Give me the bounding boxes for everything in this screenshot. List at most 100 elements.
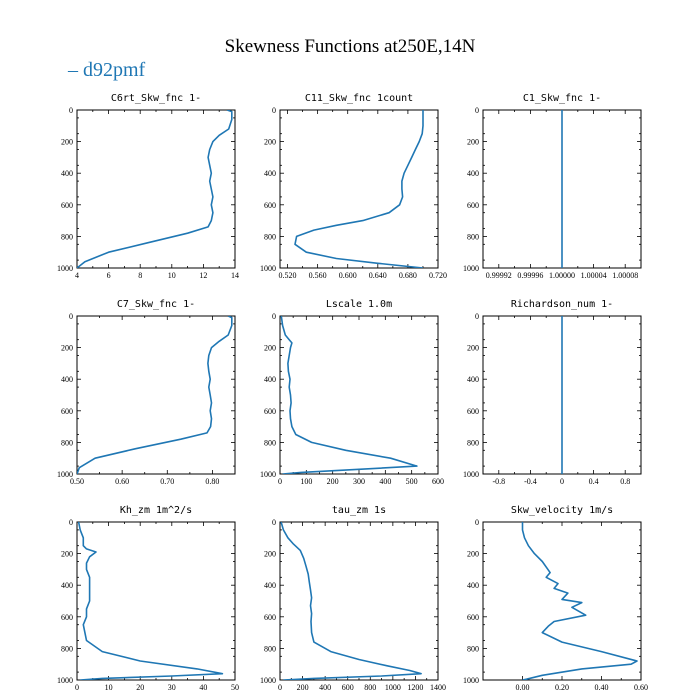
y-tick-label: 1000	[57, 676, 73, 685]
x-tick-label: 0.70	[160, 477, 174, 486]
y-tick-label: 800	[264, 438, 276, 447]
y-tick-label: 800	[467, 438, 479, 447]
x-tick-label: 40	[199, 683, 207, 692]
x-tick-label: 0	[278, 683, 282, 692]
y-tick-label: 0	[69, 312, 73, 321]
y-tick-label: 400	[467, 375, 479, 384]
y-tick-label: 0	[475, 518, 479, 527]
x-tick-label: 200	[327, 477, 339, 486]
y-tick-label: 800	[61, 438, 73, 447]
y-tick-label: 0	[69, 106, 73, 115]
y-tick-label: 200	[61, 138, 73, 147]
y-tick-label: 600	[264, 407, 276, 416]
x-tick-label: 4	[75, 271, 79, 280]
y-tick-label: 600	[264, 201, 276, 210]
x-tick-label: 800	[364, 683, 376, 692]
x-tick-label: 1400	[430, 683, 446, 692]
panel-title: C11_Skw_fnc 1count	[305, 93, 413, 104]
y-tick-label: 1000	[57, 264, 73, 273]
x-tick-label: 10	[105, 683, 113, 692]
panel-title: Skw_velocity 1m/s	[511, 505, 613, 516]
y-tick-label: 400	[264, 169, 276, 178]
x-tick-label: 0.720	[429, 271, 447, 280]
y-tick-label: 200	[467, 138, 479, 147]
y-tick-label: 200	[61, 344, 73, 353]
y-tick-label: 200	[264, 550, 276, 559]
x-tick-label: 600	[342, 683, 354, 692]
y-tick-label: 400	[467, 581, 479, 590]
x-tick-label: 0.600	[339, 271, 357, 280]
legend: – d92pmf	[67, 59, 146, 81]
plot-area-frame	[76, 521, 236, 681]
x-tick-label: 1.00008	[612, 271, 638, 280]
y-tick-label: 0	[272, 106, 276, 115]
y-tick-label: 0	[475, 312, 479, 321]
y-tick-label: 1000	[260, 264, 276, 273]
panel-6: Richardson_num 1- 0 200 400 600 800 1000 -0.8 -0…	[463, 299, 642, 486]
y-tick-label: 1000	[463, 676, 479, 685]
x-tick-label: -0.4	[524, 477, 537, 486]
x-tick-label: 1200	[407, 683, 423, 692]
plot-area-frame	[279, 315, 439, 475]
y-tick-label: 1000	[57, 470, 73, 479]
series-line	[77, 316, 233, 474]
plot-area-frame	[279, 109, 439, 269]
plot-area-frame	[279, 521, 439, 681]
y-tick-label: 200	[61, 550, 73, 559]
x-tick-label: 0.4	[589, 477, 599, 486]
x-tick-label: 0	[560, 477, 564, 486]
series-line	[294, 110, 424, 268]
x-tick-label: 400	[319, 683, 331, 692]
series-line	[280, 522, 422, 680]
x-tick-label: 100	[300, 477, 312, 486]
y-tick-label: 800	[467, 644, 479, 653]
y-tick-label: 0	[272, 518, 276, 527]
x-tick-label: 30	[168, 683, 176, 692]
x-tick-label: 0.60	[634, 683, 648, 692]
y-tick-label: 200	[264, 344, 276, 353]
x-tick-label: 1000	[385, 683, 401, 692]
y-tick-label: 400	[264, 581, 276, 590]
y-tick-label: 600	[61, 613, 73, 622]
y-tick-label: 400	[264, 375, 276, 384]
x-tick-label: 0.60	[115, 477, 129, 486]
y-tick-label: 1000	[463, 470, 479, 479]
panel-title: C6rt_Skw_fnc 1-	[111, 93, 201, 104]
y-tick-label: 800	[264, 644, 276, 653]
y-tick-label: 800	[467, 232, 479, 241]
x-tick-label: 1.00000	[549, 271, 575, 280]
x-tick-label: 0.99992	[486, 271, 512, 280]
x-tick-label: -0.8	[492, 477, 505, 486]
y-tick-label: 600	[61, 201, 73, 210]
y-tick-label: 200	[467, 344, 479, 353]
y-tick-label: 800	[264, 232, 276, 241]
y-tick-label: 600	[467, 201, 479, 210]
panel-title: C7_Skw_fnc 1-	[117, 299, 195, 310]
x-tick-label: 50	[231, 683, 239, 692]
x-tick-label: 12	[199, 271, 207, 280]
x-tick-label: 0.640	[369, 271, 387, 280]
y-tick-label: 600	[467, 407, 479, 416]
panel-title: Kh_zm 1m^2/s	[120, 505, 192, 516]
x-tick-label: 0.99996	[517, 271, 543, 280]
y-tick-label: 800	[61, 644, 73, 653]
x-tick-label: 0.560	[309, 271, 327, 280]
y-tick-label: 1000	[463, 264, 479, 273]
x-tick-label: 0.520	[279, 271, 297, 280]
x-tick-label: 500	[406, 477, 418, 486]
y-tick-label: 400	[61, 375, 73, 384]
figure-title: Skewness Functions at250E,14N	[225, 36, 476, 57]
x-tick-label: 300	[353, 477, 365, 486]
x-tick-label: 200	[297, 683, 309, 692]
legend-label-text: d92pmf	[83, 59, 146, 81]
x-tick-label: 0	[278, 477, 282, 486]
y-tick-label: 0	[272, 312, 276, 321]
x-tick-label: 600	[432, 477, 444, 486]
y-tick-label: 200	[264, 138, 276, 147]
series-line	[521, 522, 638, 680]
